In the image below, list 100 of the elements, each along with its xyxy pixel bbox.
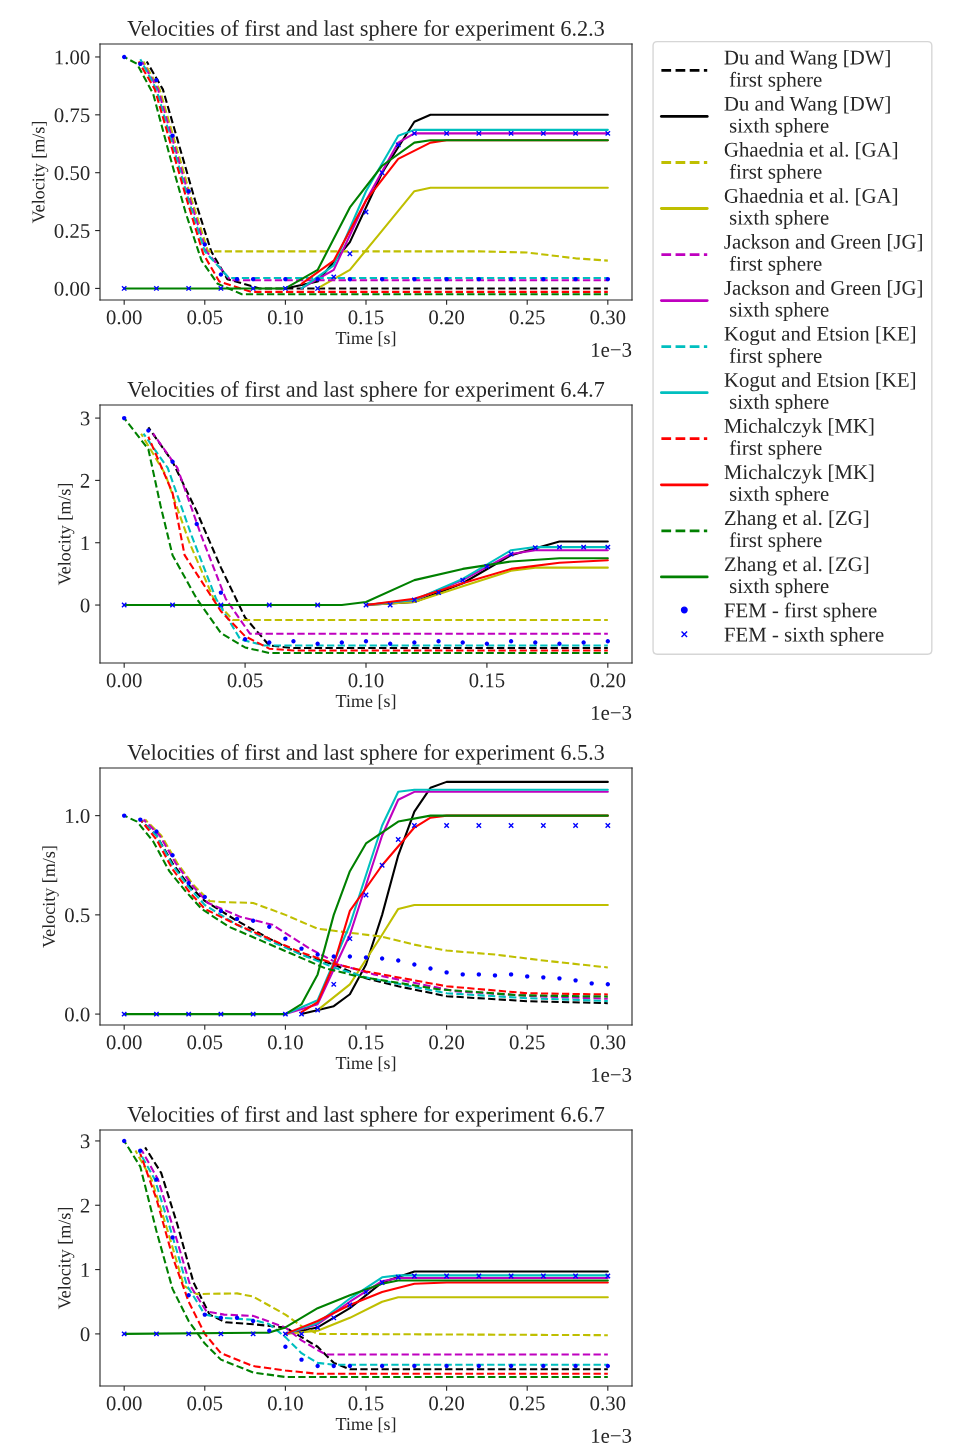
point xyxy=(443,822,450,829)
text: 1e−3 xyxy=(592,342,632,357)
y-tick-label: 0.0 xyxy=(65,1007,90,1022)
point xyxy=(443,130,450,137)
point xyxy=(121,415,127,421)
x-tick-label: 0.30 xyxy=(590,310,626,325)
point xyxy=(387,602,394,608)
point xyxy=(459,577,466,584)
legend-label: Du and Wang [DW] sixth sphere xyxy=(724,96,890,137)
point xyxy=(572,822,579,829)
legend-label: Michalczyk [MK] sixth sphere xyxy=(724,464,874,506)
x-tick-label: 0.25 xyxy=(509,310,545,325)
point xyxy=(412,962,417,967)
y-axis-title: Velocity [m/s] xyxy=(31,121,49,224)
point xyxy=(170,1235,175,1240)
point xyxy=(121,1011,128,1017)
point xyxy=(202,242,207,247)
x-tick-label: 0.15 xyxy=(348,1396,384,1411)
point xyxy=(540,1273,547,1279)
point xyxy=(299,946,304,951)
point xyxy=(315,641,320,646)
y-axis-title: Velocity [m/s] xyxy=(42,846,59,948)
point xyxy=(314,1324,321,1331)
point xyxy=(186,1293,191,1298)
point xyxy=(476,1363,482,1369)
point xyxy=(121,602,128,608)
x-tick-label: 0.25 xyxy=(509,1396,545,1411)
point xyxy=(138,1148,143,1153)
point xyxy=(525,974,530,979)
x-tick-label: 0.05 xyxy=(187,1396,223,1411)
point xyxy=(379,276,385,282)
x-axis-title: Time [s] xyxy=(335,1417,396,1433)
point xyxy=(605,276,611,282)
point xyxy=(412,1363,417,1369)
point xyxy=(604,1273,611,1279)
y-tick-label: 0.5 xyxy=(65,908,90,923)
y-tick-label: 1.00 xyxy=(55,50,90,65)
point xyxy=(218,602,224,608)
point xyxy=(347,276,353,282)
point xyxy=(346,1302,353,1308)
point xyxy=(508,1363,514,1369)
legend-label: Jackson and Green [JG] first sphere xyxy=(724,234,922,276)
legend-label: Kogut and Etsion [KE] sixth sphere xyxy=(724,372,916,414)
legend-label: Du and Wang [DW] first sphere xyxy=(724,49,890,91)
point xyxy=(412,640,417,645)
y-tick-label: 2 xyxy=(80,473,90,488)
point xyxy=(557,976,562,981)
x-tick-label: 0.10 xyxy=(267,1035,303,1050)
point xyxy=(573,1363,578,1369)
x-tick-label: 0.15 xyxy=(348,1035,384,1050)
y-tick-label: 3 xyxy=(80,1134,90,1149)
point xyxy=(573,978,578,983)
legend-label: Zhang et al. [ZG] first sphere xyxy=(724,510,869,552)
y-tick-label: 0 xyxy=(80,598,90,613)
legend-label: Ghaednia et al. [GA] sixth sphere xyxy=(724,188,898,229)
x-axis-title: Time [s] xyxy=(335,1056,396,1072)
point xyxy=(250,1011,257,1017)
legend-label: Jackson and Green [JG] sixth sphere xyxy=(724,280,922,321)
point xyxy=(508,638,514,644)
point xyxy=(533,640,538,645)
x-tick-label: 0.15 xyxy=(469,673,505,688)
point xyxy=(604,822,611,829)
point xyxy=(121,813,127,818)
point xyxy=(202,894,207,900)
point xyxy=(121,1138,127,1144)
point xyxy=(234,276,240,282)
chart-title: Velocities of first and last sphere for experiment 6.6.7 xyxy=(127,1106,605,1127)
point xyxy=(299,1357,304,1362)
point xyxy=(605,982,611,987)
point xyxy=(315,276,320,282)
point xyxy=(435,589,442,596)
y-axis-title: Velocity [m/s] xyxy=(57,1207,75,1310)
point xyxy=(331,1363,336,1369)
legend-label: FEM - sixth sphere xyxy=(724,627,884,646)
x-tick-label: 0.20 xyxy=(429,310,465,325)
text: 1e−3 xyxy=(592,705,632,720)
x-tick-label: 0.00 xyxy=(106,1035,142,1050)
y-tick-label: 0.00 xyxy=(54,281,90,296)
point xyxy=(315,952,320,957)
point xyxy=(572,130,579,137)
point xyxy=(395,142,402,148)
point xyxy=(146,428,151,433)
point xyxy=(411,822,418,829)
point xyxy=(508,1273,514,1279)
point xyxy=(412,276,417,282)
point xyxy=(283,276,288,282)
x-tick-label: 0.30 xyxy=(590,1035,626,1050)
point xyxy=(428,966,433,971)
x-tick-label: 0.20 xyxy=(429,1035,465,1050)
point xyxy=(605,638,611,644)
point xyxy=(242,637,248,642)
point xyxy=(475,1273,482,1279)
point xyxy=(541,975,546,980)
point xyxy=(347,954,353,959)
point xyxy=(541,1363,546,1369)
point xyxy=(314,285,321,292)
chart-title: Velocities of first and last sphere for experiment 6.2.3 xyxy=(127,20,604,41)
point xyxy=(250,1331,257,1337)
point xyxy=(379,1363,385,1369)
text: 1e−3 xyxy=(592,1428,632,1443)
